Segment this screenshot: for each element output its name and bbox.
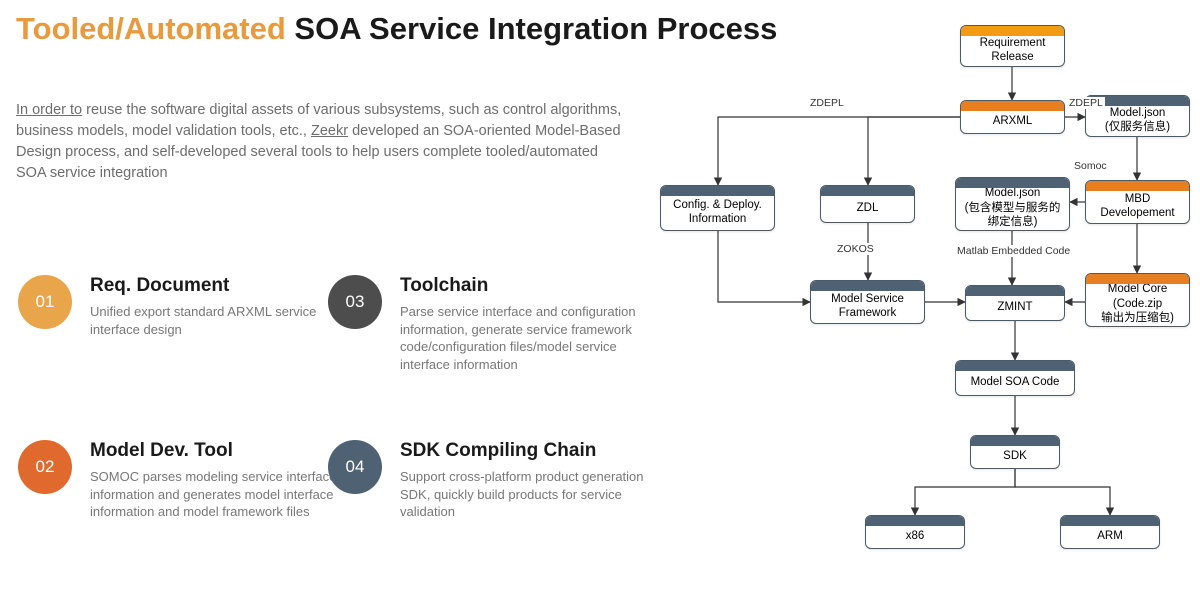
node-label: RequirementRelease	[967, 36, 1058, 65]
node-mjson2: Model.json(包含模型与服务的绑定信息)	[955, 177, 1070, 231]
node-label: Model.json(包含模型与服务的绑定信息)	[962, 186, 1063, 229]
node-label: x86	[872, 529, 958, 543]
step-02: 02 Model Dev. Tool SOMOC parses modeling s…	[18, 440, 340, 521]
node-x86: x86	[865, 515, 965, 549]
node-cfg: Config. & Deploy.Information	[660, 185, 775, 231]
node-label: ARXML	[967, 114, 1058, 128]
node-cap	[966, 286, 1064, 296]
step-desc: Parse service interface and configuratio…	[400, 303, 650, 373]
node-label: Config. & Deploy.Information	[667, 198, 768, 227]
step-badge: 04	[328, 440, 382, 494]
node-label: ZDL	[827, 201, 908, 215]
edge-label: Somoc	[1072, 160, 1109, 172]
node-cap	[811, 281, 924, 291]
node-cap	[961, 101, 1064, 111]
step-desc: SOMOC parses modeling service interface …	[90, 468, 340, 521]
step-desc: Unified export standard ARXML service in…	[90, 303, 340, 338]
node-label: MBDDevelopement	[1092, 192, 1183, 221]
edge-label: ZOKOS	[835, 243, 876, 255]
step-03: 03 Toolchain Parse service interface and c…	[328, 275, 650, 373]
node-label: Model Core(Code.zip输出为压缩包)	[1092, 282, 1183, 325]
step-title: Toolchain	[400, 275, 650, 297]
node-cap	[661, 186, 774, 196]
node-msf: Model ServiceFramework	[810, 280, 925, 324]
node-label: ZMINT	[972, 300, 1058, 314]
step-04: 04 SDK Compiling Chain Support cross-platf…	[328, 440, 650, 521]
title-highlight: Tooled/Automated	[16, 11, 286, 46]
node-cap	[1086, 181, 1189, 191]
edge-label: ZDEPL	[808, 97, 846, 109]
node-req: RequirementRelease	[960, 25, 1065, 67]
node-cap	[821, 186, 914, 196]
node-label: ARM	[1067, 529, 1153, 543]
node-zmint: ZMINT	[965, 285, 1065, 321]
node-cap	[956, 361, 1074, 371]
node-mcore: Model Core(Code.zip输出为压缩包)	[1085, 273, 1190, 327]
node-cap	[1086, 274, 1189, 284]
node-cap	[971, 436, 1059, 446]
node-label: Model SOA Code	[962, 375, 1068, 389]
node-msoa: Model SOA Code	[955, 360, 1075, 396]
edge-label: ZDEPL	[1067, 97, 1105, 109]
step-title: SDK Compiling Chain	[400, 440, 650, 462]
node-cap	[956, 178, 1069, 188]
step-badge: 03	[328, 275, 382, 329]
node-label: SDK	[977, 449, 1053, 463]
node-zdl: ZDL	[820, 185, 915, 223]
node-cap	[866, 516, 964, 526]
step-title: Model Dev. Tool	[90, 440, 340, 462]
node-label: Model.json(仅服务信息)	[1092, 106, 1183, 135]
edge-label: Matlab Embedded Code	[955, 245, 1072, 257]
step-01: 01 Req. Document Unified export standard A…	[18, 275, 340, 338]
intro-u1: In order to	[16, 102, 82, 118]
node-label: Model ServiceFramework	[817, 292, 918, 321]
node-mbd: MBDDevelopement	[1085, 180, 1190, 224]
node-cap	[961, 26, 1064, 36]
step-desc: Support cross-platform product generatio…	[400, 468, 650, 521]
step-badge: 02	[18, 440, 72, 494]
intro-paragraph: In order to reuse the software digital a…	[16, 100, 626, 184]
flowchart: RequirementRelease ARXML Model.json(仅服务信息)…	[640, 25, 1195, 605]
node-arxml: ARXML	[960, 100, 1065, 134]
intro-u2: Zeekr	[311, 123, 348, 139]
node-sdk: SDK	[970, 435, 1060, 469]
step-title: Req. Document	[90, 275, 340, 297]
node-arm: ARM	[1060, 515, 1160, 549]
node-cap	[1061, 516, 1159, 526]
step-badge: 01	[18, 275, 72, 329]
